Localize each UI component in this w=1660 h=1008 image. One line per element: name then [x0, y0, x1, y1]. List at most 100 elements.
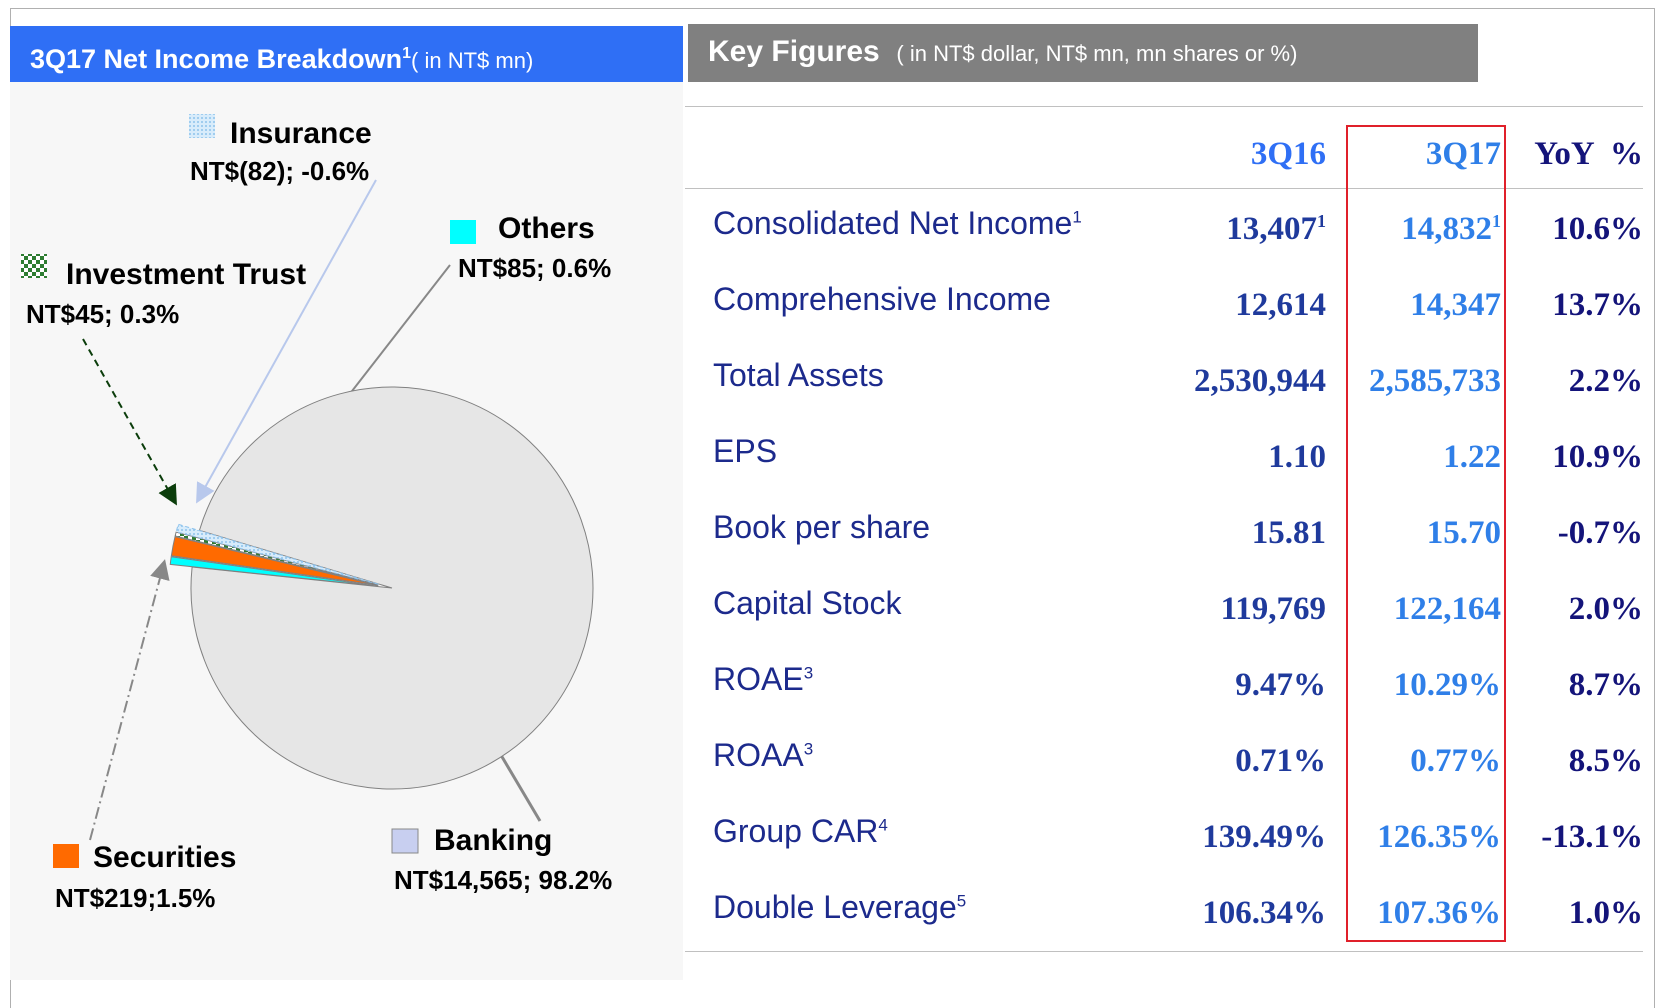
row-label-text: Comprehensive Income [713, 281, 1051, 317]
row-label: EPS [713, 433, 777, 470]
footnote-mark: 4 [878, 815, 888, 835]
row-value: 10.9% [1552, 439, 1643, 476]
value-text: 126.35% [1377, 819, 1501, 855]
value-text: 122,164 [1393, 591, 1501, 627]
value-text: 119,769 [1220, 591, 1326, 627]
row-label: Capital Stock [713, 585, 902, 622]
row-label-text: ROAA [713, 737, 804, 773]
row-value: -13.1% [1541, 819, 1643, 856]
legend-swatch [189, 114, 215, 138]
value-text: 1.10 [1268, 439, 1326, 475]
value-text: 1.0% [1568, 895, 1643, 931]
footnote-mark: 1 [1492, 211, 1501, 231]
value-text: 139.49% [1202, 819, 1326, 855]
value-text: 2,530,944 [1194, 363, 1326, 399]
row-value: 106.34% [1202, 895, 1326, 932]
row-value: 15.81 [1252, 515, 1326, 552]
value-text: 107.36% [1377, 895, 1501, 931]
value-text: 0.77% [1410, 743, 1501, 779]
row-value: 107.36% [1377, 895, 1501, 932]
row-label: ROAE3 [713, 661, 813, 698]
breakdown-header: 3Q17 Net Income Breakdown1( in NT$ mn) [10, 26, 683, 82]
row-label: Total Assets [713, 357, 884, 394]
row-value: 14,8321 [1401, 211, 1501, 248]
slice-name: Banking [434, 824, 552, 857]
row-value: 9.47% [1235, 667, 1326, 704]
value-text: 13,407 [1226, 211, 1317, 247]
key-figures-header: Key Figures ( in NT$ dollar, NT$ mn, mn … [688, 24, 1478, 82]
row-label-text: Consolidated Net Income [713, 205, 1073, 241]
row-value: 8.5% [1569, 743, 1643, 780]
row-value: 8.7% [1569, 667, 1643, 704]
slice-name: Others [498, 212, 595, 245]
value-text: 10.9% [1552, 439, 1643, 475]
slice-name: Investment Trust [66, 258, 306, 291]
row-label-text: EPS [713, 433, 778, 469]
value-text: 14,832 [1401, 211, 1492, 247]
value-text: 8.7% [1568, 667, 1643, 703]
value-text: 10.6% [1552, 211, 1643, 247]
row-value: 119,769 [1221, 591, 1326, 628]
value-text: -0.7% [1557, 515, 1643, 551]
row-label-text: Total Assets [713, 357, 884, 393]
row-value: 13,4071 [1226, 211, 1326, 248]
value-text: 14,347 [1410, 287, 1501, 323]
slice-value: NT$14,565; 98.2% [394, 865, 612, 895]
footnote-mark: 1 [402, 45, 412, 62]
table-header-rule [685, 188, 1643, 189]
pie-chart: Banking NT$14,565; 98.2% Others NT$85; 0.6%… [21, 114, 612, 913]
callout-line [196, 179, 377, 504]
footnote-mark: 5 [956, 891, 967, 911]
row-value: 2,585,733 [1369, 363, 1501, 400]
key-figures-title: Key Figures [708, 35, 880, 68]
key-figures-unit: ( in NT$ dollar, NT$ mn, mn shares or %) [896, 41, 1298, 66]
table-bottom-rule [685, 951, 1643, 952]
row-value: 1.22 [1443, 439, 1501, 476]
callout-line [82, 338, 177, 506]
row-label: Double Leverage5 [713, 889, 966, 926]
slice-value: NT$(82); -0.6% [190, 156, 369, 186]
row-label-text: Capital Stock [713, 585, 902, 621]
value-text: 15.81 [1251, 515, 1326, 551]
column-header: 3Q17 [1425, 136, 1501, 172]
slice-value: NT$219;1.5% [55, 883, 215, 913]
pie-slice [175, 523, 379, 585]
legend-swatch [391, 828, 419, 854]
value-text: -13.1% [1541, 819, 1643, 855]
table-top-rule [685, 106, 1643, 107]
column-header: YoY % [1534, 136, 1643, 172]
value-text: 9.47% [1235, 667, 1326, 703]
column-header: 3Q16 [1250, 136, 1326, 172]
value-text: 15.70 [1426, 515, 1501, 551]
page: 3Q17 Net Income Breakdown1( in NT$ mn) K… [10, 8, 1655, 1008]
row-label-text: ROAE [713, 661, 804, 697]
value-text: 106.34% [1202, 895, 1326, 931]
row-label: Comprehensive Income [713, 281, 1051, 318]
row-value: 13.7% [1552, 287, 1643, 324]
slice-value: NT$45; 0.3% [26, 299, 179, 329]
row-value: 122,164 [1394, 591, 1501, 628]
slice-value: NT$85; 0.6% [458, 253, 611, 283]
footnote-mark: 3 [803, 663, 814, 683]
footnote-mark: 1 [1072, 207, 1082, 227]
row-value: 0.77% [1410, 743, 1501, 780]
value-text: 1.22 [1443, 439, 1501, 475]
value-text: 2.0% [1568, 591, 1643, 627]
row-value: 14,347 [1410, 287, 1501, 324]
value-text: 13.7% [1552, 287, 1643, 323]
legend-swatch [53, 844, 79, 868]
slice-name: Securities [93, 841, 236, 874]
callout-line [89, 559, 170, 841]
row-label: Book per share [713, 509, 930, 546]
value-text: 12,614 [1235, 287, 1326, 323]
row-label: Consolidated Net Income1 [713, 205, 1082, 242]
value-text: 10.29% [1393, 667, 1501, 703]
row-value: 10.6% [1552, 211, 1643, 248]
row-label: Group CAR4 [713, 813, 888, 850]
row-value: 2.0% [1569, 591, 1643, 628]
legend-swatch [21, 254, 47, 278]
row-value: 15.70 [1427, 515, 1501, 552]
row-value: -0.7% [1558, 515, 1643, 552]
row-value: 0.71% [1235, 743, 1326, 780]
value-text: 2.2% [1568, 363, 1643, 399]
